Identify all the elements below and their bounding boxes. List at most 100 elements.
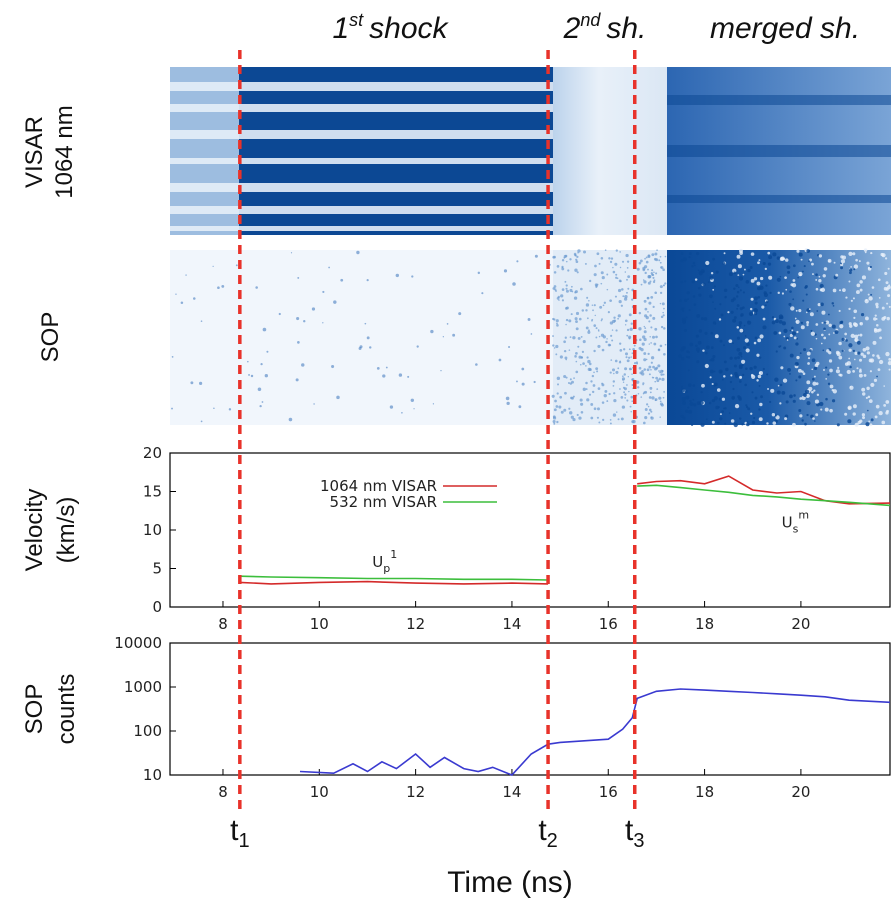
speckle <box>732 297 736 301</box>
speckle <box>873 317 877 321</box>
x-tick-label: 12 <box>406 615 425 633</box>
speckle <box>610 359 613 361</box>
speckle <box>811 368 814 371</box>
speckle <box>878 297 881 299</box>
speckle <box>503 269 508 273</box>
speckle <box>296 316 300 321</box>
speckle <box>552 419 556 424</box>
speckle <box>645 256 648 259</box>
speckle <box>870 382 875 388</box>
speckle <box>825 366 828 369</box>
y-tick-label: 15 <box>143 483 162 501</box>
speckle <box>695 347 700 352</box>
speckle <box>875 404 880 409</box>
speckle <box>656 249 658 252</box>
speckle <box>301 363 305 367</box>
speckle <box>606 273 609 276</box>
speckle <box>792 422 796 427</box>
speckle <box>596 407 600 411</box>
speckle <box>724 407 727 410</box>
speckle <box>652 305 655 308</box>
speckle <box>859 419 863 423</box>
speckle <box>781 292 785 295</box>
speckle <box>688 383 692 387</box>
speckle <box>297 276 300 279</box>
speckle <box>828 359 833 363</box>
speckle <box>878 411 883 416</box>
speckle <box>586 296 589 299</box>
speckle <box>737 356 741 360</box>
speckle <box>653 279 656 282</box>
speckle <box>859 358 863 362</box>
speckle <box>663 390 666 393</box>
speckle <box>733 271 737 275</box>
speckle <box>685 355 689 359</box>
speckle <box>688 256 691 259</box>
speckle <box>766 422 769 425</box>
speckle <box>853 358 856 361</box>
speckle <box>840 259 846 264</box>
speckle <box>683 329 687 333</box>
speckle <box>631 298 634 301</box>
speckle <box>652 276 655 279</box>
speckle <box>815 287 819 291</box>
speckle <box>838 355 843 360</box>
speckle <box>802 299 805 302</box>
speckle <box>593 349 596 353</box>
speckle <box>622 381 625 383</box>
speckle <box>604 389 608 393</box>
speckle <box>612 270 616 274</box>
speckle <box>795 342 799 346</box>
speckle <box>856 283 861 288</box>
speckle <box>518 405 522 409</box>
data-line <box>239 484 891 581</box>
speckle <box>888 305 891 308</box>
speckle <box>872 340 877 345</box>
speckle <box>723 252 726 255</box>
speckle <box>758 408 761 411</box>
speckle <box>723 288 728 293</box>
speckle <box>564 356 568 360</box>
speckle <box>200 420 203 423</box>
speckle <box>552 344 555 347</box>
speckle <box>704 363 709 369</box>
speckle <box>796 330 799 334</box>
speckle <box>564 391 567 395</box>
speckle <box>739 307 743 311</box>
speckle <box>652 280 656 284</box>
speckle <box>812 377 815 381</box>
speckle <box>712 355 716 359</box>
speckle <box>737 274 740 277</box>
speckle <box>598 262 601 265</box>
speckle <box>648 343 650 345</box>
speckle <box>601 318 603 321</box>
speckle <box>658 377 662 381</box>
speckle <box>714 334 719 339</box>
speckle <box>848 343 853 348</box>
speckle <box>862 354 867 359</box>
speckle <box>747 320 750 323</box>
speckle <box>743 346 747 350</box>
speckle <box>881 420 886 425</box>
speckle <box>626 359 630 363</box>
speckle <box>681 396 686 402</box>
speckle <box>657 348 661 352</box>
speckle <box>756 353 760 357</box>
speckle <box>617 317 620 320</box>
speckle <box>754 301 758 305</box>
speckle <box>593 304 596 307</box>
speckle <box>644 314 648 318</box>
speckle <box>624 324 627 326</box>
speckle <box>586 356 589 359</box>
speckle <box>606 288 609 291</box>
speckle <box>581 350 585 354</box>
speckle <box>651 253 655 257</box>
speckle <box>803 265 806 268</box>
speckle <box>850 265 852 268</box>
speckle <box>799 414 803 418</box>
speckle <box>838 309 841 313</box>
speckle <box>552 335 554 337</box>
speckle <box>769 291 772 295</box>
speckle <box>561 265 564 269</box>
speckle <box>681 317 687 323</box>
